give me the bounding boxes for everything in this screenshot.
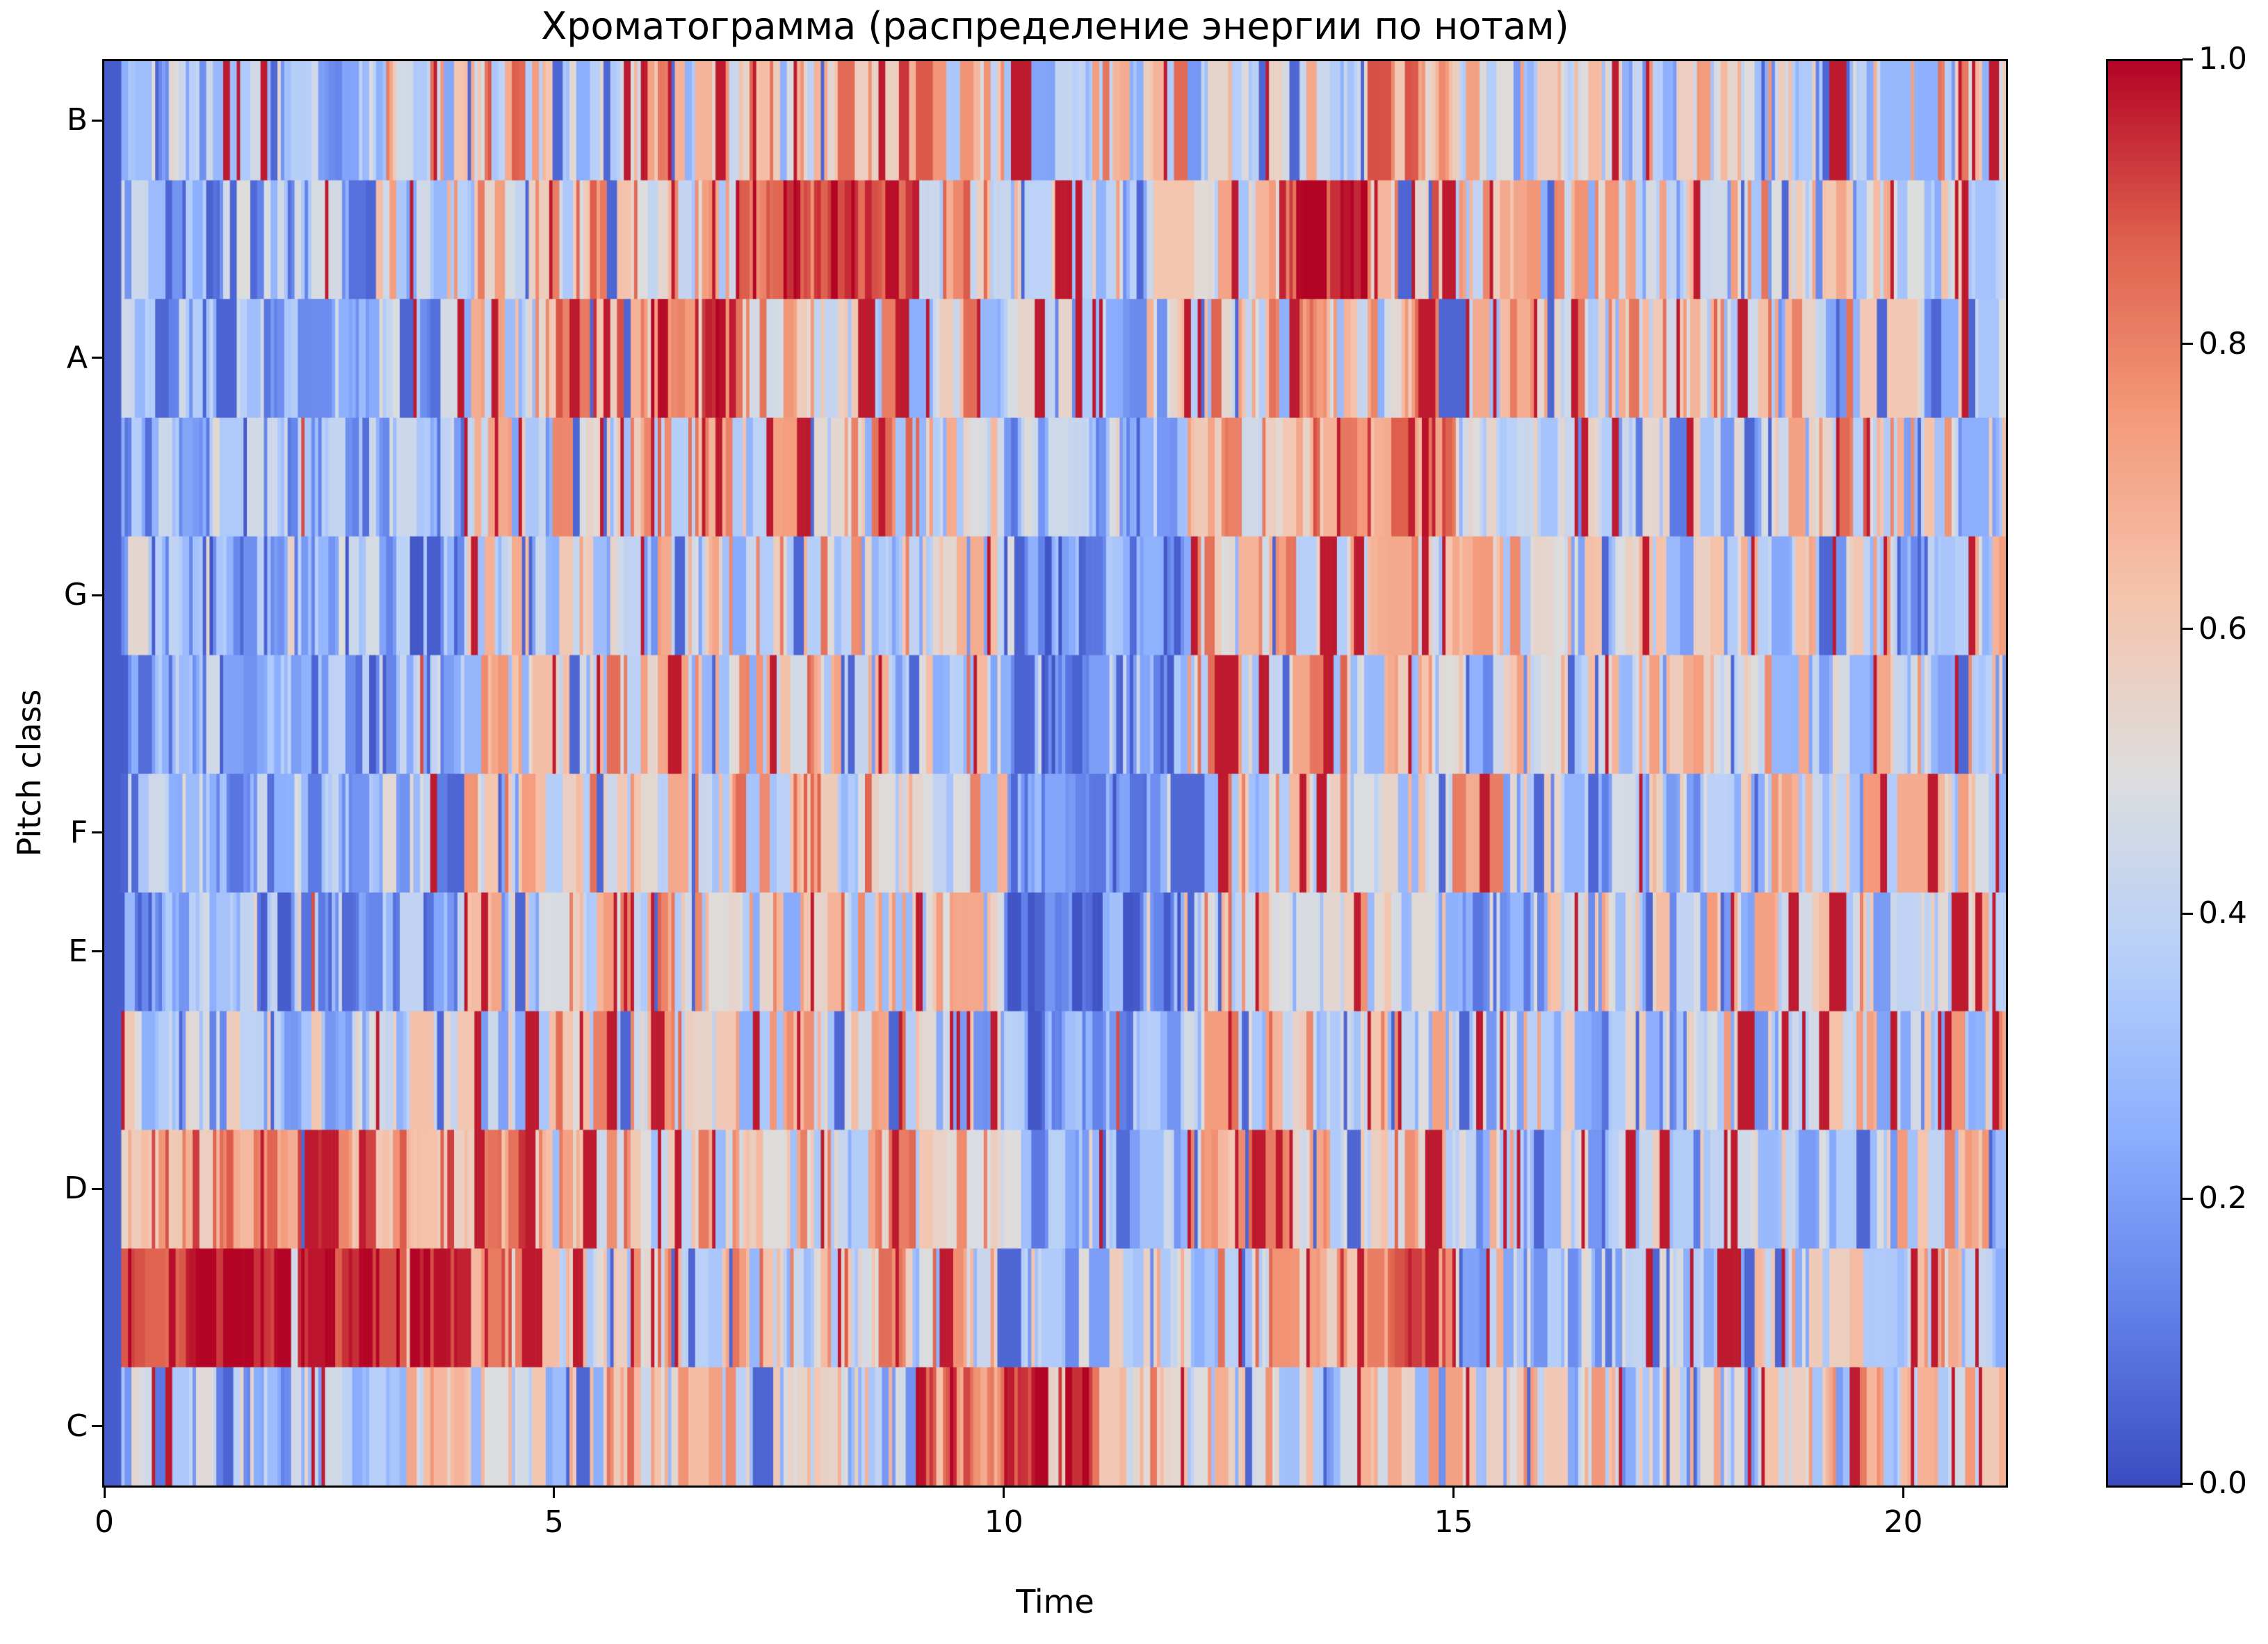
heatmap-canvas [104,61,2006,1486]
colorbar-tick-label: 0.0 [2198,1465,2247,1501]
colorbar-tick-label: 0.8 [2198,325,2247,361]
y-tick-mark [92,1187,102,1190]
x-tick-label: 20 [1884,1504,1923,1540]
x-tick-mark [103,1488,106,1498]
y-tick-mark [92,950,102,953]
y-tick-mark [92,1425,102,1428]
colorbar-tick-mark [2182,1482,2193,1485]
x-tick-mark [1003,1488,1005,1498]
colorbar-tick-mark [2182,343,2193,345]
y-axis-label: Pitch class [10,689,48,857]
plot-area [102,59,2008,1488]
x-tick-mark [1452,1488,1455,1498]
colorbar-tick-label: 0.6 [2198,610,2247,646]
x-tick-mark [553,1488,556,1498]
x-axis-label: Time [1016,1583,1094,1620]
y-tick-mark [92,357,102,359]
colorbar-tick-label: 0.2 [2198,1180,2247,1216]
y-tick-label: B [66,102,88,138]
colorbar-tick-label: 0.4 [2198,895,2247,931]
colorbar-tick-mark [2182,912,2193,915]
y-tick-label: F [70,814,88,850]
x-tick-label: 5 [544,1504,564,1540]
y-tick-label: C [66,1408,88,1444]
colorbar [2106,59,2182,1488]
colorbar-tick-mark [2182,58,2193,60]
colorbar-tick-mark [2182,628,2193,630]
y-tick-label: E [68,933,88,969]
y-tick-mark [92,831,102,834]
y-tick-mark [92,594,102,596]
y-tick-label: A [66,339,88,375]
x-tick-mark [1902,1488,1904,1498]
colorbar-tick-label: 1.0 [2198,41,2247,76]
y-tick-mark [92,119,102,122]
y-tick-label: G [63,577,88,613]
chart-title: Хроматограмма (распределение энергии по … [541,4,1569,48]
x-tick-label: 0 [95,1504,114,1540]
y-tick-label: D [64,1171,88,1207]
x-tick-label: 10 [984,1504,1023,1540]
colorbar-tick-mark [2182,1197,2193,1200]
x-tick-label: 15 [1434,1504,1473,1540]
colorbar-canvas [2108,61,2180,1486]
